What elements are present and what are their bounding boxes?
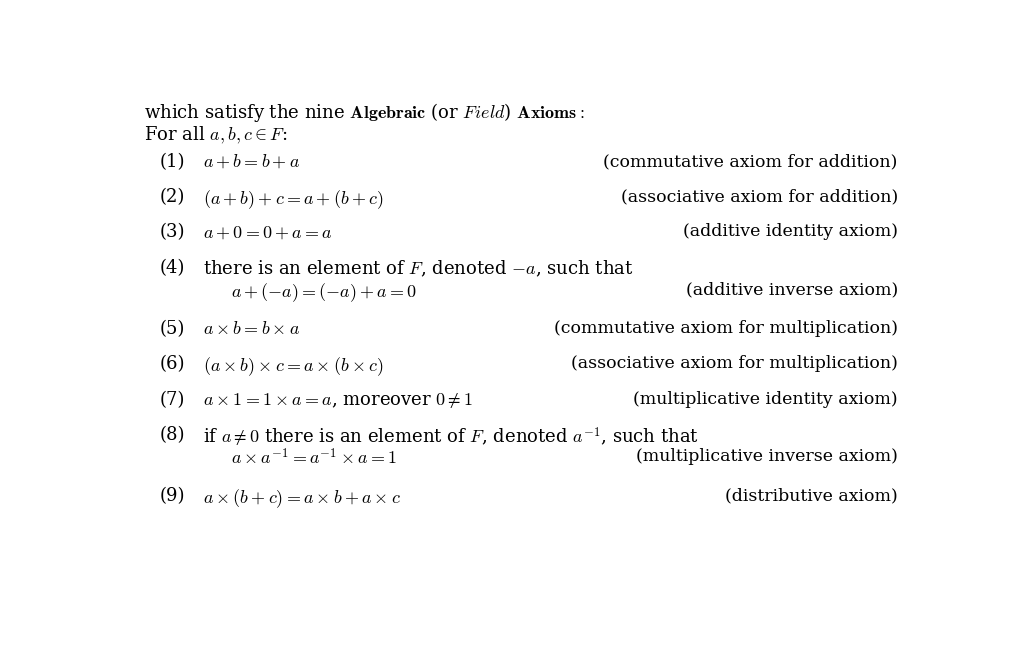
Text: (6): (6) [160, 355, 185, 374]
Text: For all $a, b, c \in F$:: For all $a, b, c \in F$: [143, 124, 287, 146]
Text: $a + (-a) = (-a) + a = 0$: $a + (-a) = (-a) + a = 0$ [231, 281, 417, 304]
Text: (associative axiom for addition): (associative axiom for addition) [621, 188, 898, 205]
Text: $a \times (b + c) = a \times b + a \times c$: $a \times (b + c) = a \times b + a \time… [204, 487, 401, 510]
Text: $a \times 1 = 1 \times a = a$, moreover $0 \neq 1$: $a \times 1 = 1 \times a = a$, moreover … [204, 390, 473, 409]
Text: $(a \times b) \times c = a \times (b \times c)$: $(a \times b) \times c = a \times (b \ti… [204, 355, 384, 378]
Text: (8): (8) [160, 426, 185, 444]
Text: (commutative axiom for multiplication): (commutative axiom for multiplication) [554, 321, 898, 337]
Text: (5): (5) [160, 321, 185, 338]
Text: (additive inverse axiom): (additive inverse axiom) [685, 281, 898, 298]
Text: $a + b = b + a$: $a + b = b + a$ [204, 153, 300, 171]
Text: (2): (2) [160, 188, 185, 206]
Text: (9): (9) [160, 487, 185, 505]
Text: (3): (3) [160, 224, 185, 241]
Text: (commutative axiom for addition): (commutative axiom for addition) [603, 153, 898, 170]
Text: $a \times b = b \times a$: $a \times b = b \times a$ [204, 321, 300, 338]
Text: (multiplicative identity axiom): (multiplicative identity axiom) [633, 390, 898, 408]
Text: (7): (7) [160, 390, 185, 409]
Text: (associative axiom for multiplication): (associative axiom for multiplication) [571, 355, 898, 372]
Text: (1): (1) [160, 153, 185, 171]
Text: $a + 0 = 0 + a = a$: $a + 0 = 0 + a = a$ [204, 224, 333, 241]
Text: $(a + b) + c = a + (b + c)$: $(a + b) + c = a + (b + c)$ [204, 188, 384, 211]
Text: (additive identity axiom): (additive identity axiom) [683, 224, 898, 241]
Text: there is an element of $F$, denoted $-a$, such that: there is an element of $F$, denoted $-a$… [204, 259, 634, 279]
Text: $a \times a^{-1} = a^{-1} \times a = 1$: $a \times a^{-1} = a^{-1} \times a = 1$ [231, 448, 397, 468]
Text: if $a \neq 0$ there is an element of $F$, denoted $a^{-1}$, such that: if $a \neq 0$ there is an element of $F$… [204, 426, 699, 449]
Text: (distributive axiom): (distributive axiom) [725, 487, 898, 505]
Text: (multiplicative inverse axiom): (multiplicative inverse axiom) [636, 448, 898, 465]
Text: (4): (4) [160, 259, 185, 277]
Text: which satisfy the nine $\bf{Algebraic}$ (or $\bf{\it{Field}}$) $\bf{Axioms:}$: which satisfy the nine $\bf{Algebraic}$ … [143, 101, 585, 124]
